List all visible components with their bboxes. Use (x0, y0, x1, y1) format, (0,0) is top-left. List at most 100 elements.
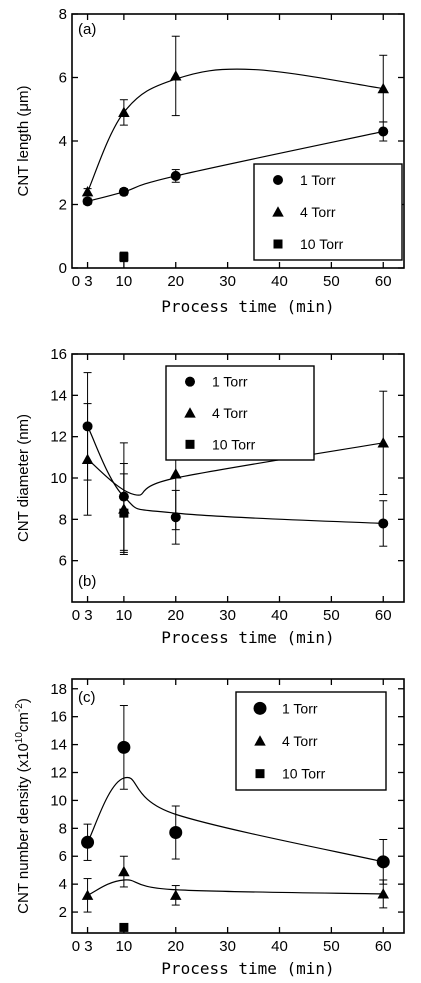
y-axis-label: CNT diameter (nm) (15, 414, 32, 542)
legend-label: 1 Torr (282, 700, 318, 716)
y-tick-label: 18 (50, 681, 67, 698)
panel-2: 0 3 10 20 30 40 50 60 6 8 10 12 14 16 (b) Process time… (15, 346, 405, 647)
data-point (81, 889, 94, 900)
x-tick-label: 30 (219, 273, 236, 290)
legend-marker (273, 239, 283, 249)
y-axis-label-part: ) (15, 698, 32, 703)
data-point (81, 186, 94, 197)
y-tick-label: 8 (59, 6, 67, 23)
data-point (119, 252, 129, 262)
x-tick-label: 10 (116, 273, 133, 290)
x-tick-label: 40 (271, 938, 288, 955)
y-tick-label: 16 (50, 346, 67, 363)
legend-label: 4 Torr (212, 405, 248, 421)
series-10-torr (119, 473, 129, 553)
data-point (377, 82, 389, 94)
fit-curve (87, 879, 384, 896)
legend-marker (272, 206, 284, 217)
legend-marker (254, 735, 266, 746)
x-tick-label: 30 (219, 938, 236, 955)
y-axis-label: CNT number density (x1010cm-2) (14, 698, 32, 914)
legend-label: 1 Torr (212, 374, 248, 390)
y-axis-label-part: 10 (14, 732, 25, 744)
data-point (170, 889, 182, 900)
x-tick-label: 40 (271, 607, 288, 624)
legend-label: 4 Torr (282, 733, 318, 749)
legend-label: 10 Torr (282, 766, 326, 782)
x-tick-label: 20 (167, 938, 184, 955)
fit-curve (87, 776, 384, 863)
panel-label: (a) (78, 21, 96, 38)
y-tick-label: 4 (59, 133, 67, 150)
x-tick-label: 30 (219, 607, 236, 624)
y-tick-label: 0 (59, 260, 67, 277)
series-10-torr (119, 922, 129, 932)
data-point (170, 170, 181, 181)
y-tick-label: 12 (50, 429, 67, 446)
y-tick-label: 16 (50, 709, 67, 726)
y-tick-label: 2 (59, 197, 67, 214)
data-point (169, 826, 183, 840)
series-4-torr (81, 855, 389, 913)
series-1-torr (81, 705, 390, 885)
x-tick-label: 0 3 (72, 938, 93, 955)
legend-marker (273, 175, 283, 185)
legend-label: 4 Torr (300, 204, 336, 220)
y-tick-label: 8 (59, 511, 67, 528)
series-10-torr (119, 251, 129, 263)
legend-marker (253, 701, 267, 715)
x-tick-label: 60 (375, 938, 392, 955)
y-axis-label: CNT length (μm) (15, 86, 32, 197)
y-tick-label: 8 (59, 820, 67, 837)
x-axis-label: Process time (min) (161, 628, 334, 647)
y-tick-label: 14 (50, 737, 67, 754)
x-tick-label: 10 (116, 607, 133, 624)
panel-3: 0 3 10 20 30 40 50 60 2 4 6 8 10 12 14 16 18 (c) Process … (14, 678, 405, 978)
panel-label: (c) (78, 689, 96, 706)
data-point (119, 508, 129, 518)
x-tick-label: 10 (116, 938, 133, 955)
x-tick-label: 50 (323, 273, 340, 290)
y-tick-label: 6 (59, 70, 67, 87)
legend-label: 10 Torr (212, 436, 256, 452)
data-point (119, 922, 129, 932)
x-tick-label: 60 (375, 273, 392, 290)
x-tick-label: 0 3 (72, 607, 93, 624)
data-point (377, 888, 389, 899)
y-axis-label-part: CNT number density (x10 (15, 743, 32, 914)
y-tick-label: 4 (59, 876, 67, 893)
legend-label: 1 Torr (300, 172, 336, 188)
fit-curve (87, 426, 384, 525)
data-point (118, 186, 129, 197)
y-tick-label: 14 (50, 387, 67, 404)
legend-marker (255, 769, 265, 779)
data-point (82, 196, 93, 207)
legend: 1 Torr 4 Torr 10 Torr (253, 163, 403, 261)
y-tick-label: 12 (50, 765, 67, 782)
x-axis-label: Process time (min) (161, 959, 334, 978)
legend-marker (184, 407, 196, 418)
plot-frame (71, 678, 405, 934)
series-4-torr (81, 35, 389, 197)
x-tick-label: 20 (167, 273, 184, 290)
y-axis-label-part: cm (15, 712, 32, 732)
x-tick-label: 50 (323, 938, 340, 955)
panel-1: 0 3 10 20 30 40 50 60 0 2 4 6 8 (a) Process time (min… (15, 6, 405, 316)
y-tick-label: 10 (50, 792, 67, 809)
y-tick-label: 10 (50, 470, 67, 487)
legend: 1 Torr 4 Torr 10 Torr (165, 365, 315, 461)
data-point (170, 70, 182, 81)
y-axis-label-part: -2 (14, 703, 25, 712)
data-point (118, 865, 130, 877)
y-tick-label: 2 (59, 904, 67, 921)
x-tick-label: 50 (323, 607, 340, 624)
legend-marker (185, 376, 195, 387)
series-1-torr (82, 121, 389, 207)
data-point (118, 106, 130, 118)
fit-curve (87, 442, 384, 496)
x-axis-label: Process time (min) (161, 297, 334, 316)
x-tick-label: 60 (375, 607, 392, 624)
y-tick-label: 6 (59, 848, 67, 865)
legend: 1 Torr 4 Torr 10 Torr (235, 691, 387, 791)
